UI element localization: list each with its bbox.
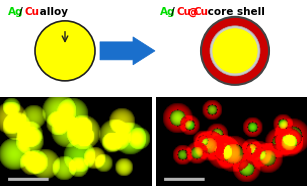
Text: core shell: core shell	[204, 7, 265, 17]
Circle shape	[201, 17, 269, 85]
Text: alloy: alloy	[36, 7, 68, 17]
Text: /: /	[19, 7, 23, 17]
Circle shape	[212, 28, 258, 74]
Text: /: /	[171, 7, 175, 17]
Text: Cu: Cu	[193, 7, 208, 17]
Text: Cu: Cu	[177, 7, 192, 17]
Text: Ag: Ag	[8, 7, 24, 17]
Circle shape	[35, 21, 95, 81]
Polygon shape	[100, 37, 155, 65]
Text: Ag: Ag	[160, 7, 176, 17]
Text: Cu: Cu	[25, 7, 40, 17]
Text: @: @	[188, 7, 198, 17]
Circle shape	[210, 26, 260, 76]
